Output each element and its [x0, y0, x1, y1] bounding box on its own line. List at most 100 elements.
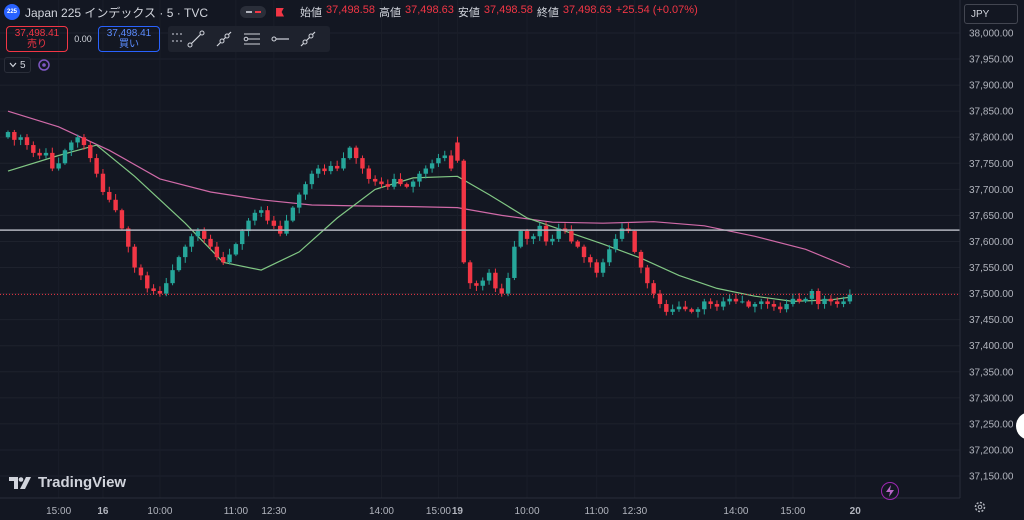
tradingview-logo[interactable]: TradingView [8, 474, 126, 491]
price-tick-label: 37,300.00 [969, 393, 1014, 404]
candle-body [284, 220, 289, 234]
candle [322, 164, 327, 175]
candle-body [138, 267, 144, 276]
candle-body [145, 275, 150, 289]
trend-line-icon[interactable] [182, 28, 210, 50]
sell-label: 売り [27, 39, 47, 50]
currency-selector[interactable]: JPY [964, 4, 1018, 24]
candle-body [727, 298, 732, 302]
candle-body [151, 288, 156, 291]
price-tick-label: 37,750.00 [969, 159, 1014, 170]
price-tick-label: 37,550.00 [969, 263, 1014, 274]
candle [259, 206, 264, 217]
flash-icon[interactable] [881, 482, 899, 500]
price-tick-label: 37,650.00 [969, 211, 1014, 222]
market-status-pill[interactable] [240, 6, 267, 18]
candle-body [328, 165, 334, 172]
candle-body [581, 246, 587, 258]
horizontal-ray-icon[interactable] [266, 28, 294, 50]
sell-button[interactable]: 37,498.41 売り [6, 26, 68, 52]
flag-icon[interactable] [276, 7, 285, 17]
candle [107, 186, 112, 203]
price-tick-label: 37,250.00 [969, 419, 1014, 430]
candle [847, 289, 853, 305]
candle [271, 215, 277, 229]
price-tick-label: 37,400.00 [969, 341, 1014, 352]
candle-body [752, 304, 758, 307]
candle-body [771, 304, 777, 307]
candle-body [69, 142, 74, 151]
candle-body [828, 298, 834, 302]
indicator-icon[interactable] [37, 58, 51, 72]
candle-body [740, 301, 745, 303]
candle-body [5, 132, 11, 138]
open-value: 37,498.58 [326, 4, 375, 16]
candle-body [12, 132, 17, 140]
candle-body [18, 137, 23, 140]
candle-body [208, 238, 213, 247]
candle-body [56, 163, 61, 169]
candle [341, 152, 346, 171]
parallel-channel-icon[interactable] [238, 28, 266, 50]
candle-body [480, 280, 485, 286]
candle [12, 129, 17, 146]
candle [505, 272, 511, 297]
candle [607, 245, 612, 266]
candle [676, 301, 682, 312]
candle [569, 225, 574, 244]
chart-header: 225 Japan 225 インデックス · 5 · TVC 始値 37,498.… [0, 0, 698, 24]
candle [119, 208, 125, 231]
candle-body [322, 168, 327, 172]
buy-button[interactable]: 37,498.41 買い [98, 26, 160, 52]
candle [379, 177, 384, 188]
candle-body [657, 293, 663, 305]
candle [132, 244, 137, 273]
candle-body [645, 267, 650, 284]
candle-body [252, 212, 258, 221]
candle-body [461, 160, 466, 263]
buy-price: 37,498.41 [106, 28, 152, 39]
candle-body [733, 298, 739, 302]
candle-body [638, 251, 644, 268]
time-tick-label: 15:00 [780, 506, 805, 517]
interval-selector[interactable]: 5 [4, 57, 31, 73]
candle [164, 277, 169, 297]
price-tick-label: 37,350.00 [969, 367, 1014, 378]
symbol-title[interactable]: Japan 225 インデックス · 5 · TVC [25, 5, 209, 20]
candle [613, 234, 618, 253]
ma-fast-line [7, 144, 850, 303]
candle-body [31, 145, 36, 153]
candle-body [271, 220, 277, 226]
candle [835, 297, 840, 308]
time-axis[interactable]: 15:00 16 10:00 11:00 12:30 14:00 15:00 19 10:00 1… [0, 497, 960, 517]
candle-body [613, 238, 618, 250]
symbol-badge[interactable]: 225 [4, 4, 20, 20]
time-tick-label: 20 [850, 506, 862, 517]
time-tick-label: 14:00 [369, 506, 394, 517]
candle [233, 242, 239, 257]
candle-body [100, 173, 106, 192]
candle [512, 240, 517, 281]
candle [50, 147, 55, 172]
candle [5, 130, 11, 139]
extended-line-icon[interactable] [294, 28, 322, 50]
close-value: 37,498.63 [562, 4, 612, 16]
ray-icon[interactable] [210, 28, 238, 50]
candle [543, 222, 549, 246]
candle-body [619, 228, 625, 239]
candle-body [600, 262, 606, 273]
candle [683, 300, 688, 312]
candle-body [575, 241, 580, 247]
candle [296, 192, 302, 214]
candle-body [391, 178, 397, 187]
tradingview-logo-icon [9, 476, 31, 489]
candle [746, 299, 751, 309]
price-tick-label: 37,800.00 [969, 133, 1014, 144]
gear-icon[interactable] [973, 500, 987, 514]
candle [360, 155, 365, 174]
grip-icon[interactable] [172, 33, 182, 45]
candle-body [410, 181, 416, 187]
price-axis[interactable]: 38,000.00 37,950.00 37,900.00 37,850.00 37,8… [959, 0, 1024, 520]
candle-body [531, 236, 536, 239]
